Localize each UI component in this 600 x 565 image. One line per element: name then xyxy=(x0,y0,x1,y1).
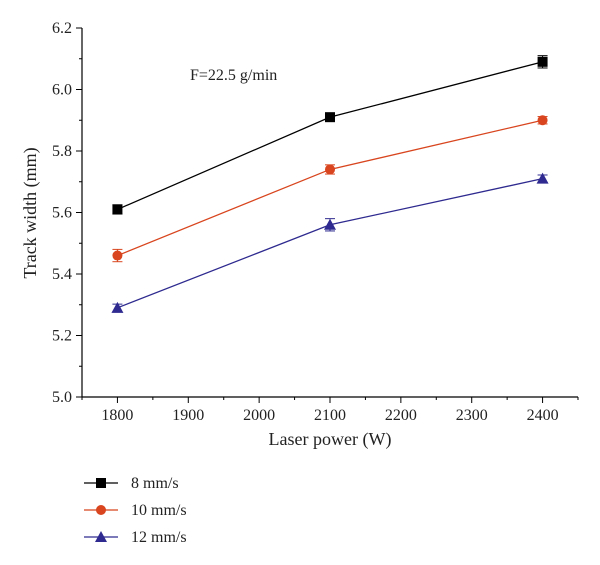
data-point xyxy=(324,218,336,230)
y-tick-label: 5.8 xyxy=(52,143,72,160)
x-tick-label: 2300 xyxy=(456,407,488,424)
data-point xyxy=(537,56,548,67)
legend-label: 8 mm/s xyxy=(131,475,179,492)
y-tick-label: 5.0 xyxy=(52,389,72,406)
x-tick-label: 2200 xyxy=(385,407,417,424)
data-point xyxy=(325,112,335,123)
x-tick-label: 2100 xyxy=(314,407,346,424)
y-tick-label: 6.2 xyxy=(52,20,72,37)
legend: 8 mm/s 10 mm/s 12 mm/s xyxy=(84,475,187,546)
legend-item: 10 mm/s xyxy=(84,502,187,519)
legend-item: 12 mm/s xyxy=(84,529,187,546)
legend-item: 8 mm/s xyxy=(84,475,179,492)
y-tick-label: 6.0 xyxy=(52,82,72,99)
data-point xyxy=(112,250,123,261)
series-line xyxy=(117,119,543,257)
x-tick-label: 2000 xyxy=(243,407,275,424)
y-tick-label: 5.4 xyxy=(52,266,72,283)
y-axis-title: Track width (mm) xyxy=(20,147,41,278)
legend-label: 10 mm/s xyxy=(131,502,187,519)
x-tick-label: 2400 xyxy=(527,407,559,424)
series-3 xyxy=(111,172,549,313)
x-tick-label: 1900 xyxy=(172,407,204,424)
plot-area: 1800 1900 2000 2100 2200 2300 2400 5.0 5.2 5.4 5.6… xyxy=(52,20,579,424)
series-1 xyxy=(112,55,548,215)
x-axis-title: Laser power (W) xyxy=(269,429,392,450)
data-point xyxy=(537,115,548,126)
series-line xyxy=(117,178,543,309)
legend-marker xyxy=(96,505,106,515)
legend-marker xyxy=(96,478,106,488)
legend-marker xyxy=(95,531,107,542)
data-point xyxy=(112,204,123,215)
series-2 xyxy=(112,115,548,263)
chart-annotation: F=22.5 g/min xyxy=(190,67,277,84)
x-tick-label: 1800 xyxy=(101,407,133,424)
data-point xyxy=(325,164,335,175)
y-tick-label: 5.6 xyxy=(52,205,72,222)
data-point xyxy=(536,172,549,184)
data-point xyxy=(111,301,124,313)
y-tick-label: 5.2 xyxy=(52,328,72,345)
legend-label: 12 mm/s xyxy=(131,529,187,546)
